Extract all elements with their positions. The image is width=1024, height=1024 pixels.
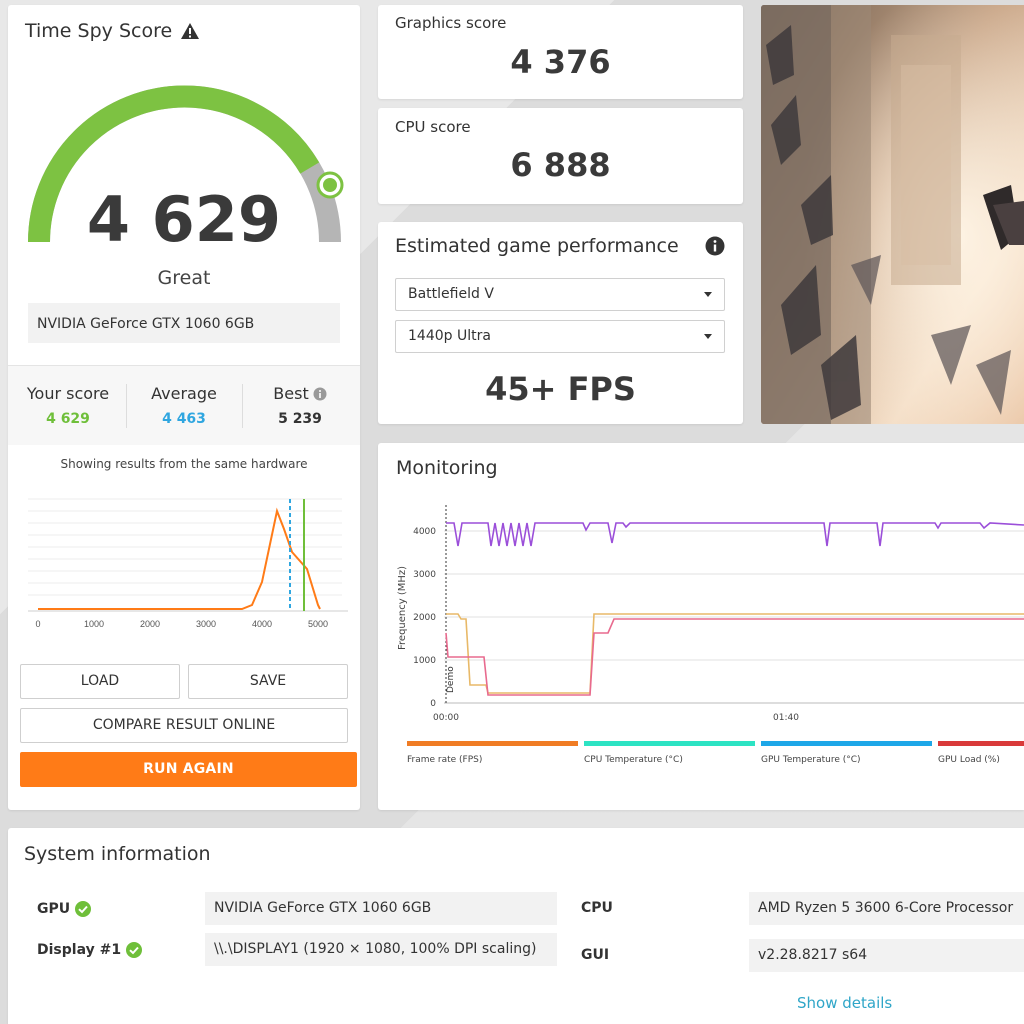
your-score-label: Your score <box>26 384 110 403</box>
cpu-score-value: 6 888 <box>510 146 611 184</box>
gpu-memory-line <box>445 618 1024 696</box>
gpu-name: NVIDIA GeForce GTX 1060 6GB <box>28 303 340 343</box>
hist-tick: 3000 <box>196 619 216 629</box>
y-axis-label: Frequency (MHz) <box>397 566 408 650</box>
score-comparison: Your score 4 629 Average 4 463 Best 5 23… <box>8 365 360 445</box>
legend-swatch <box>584 741 755 746</box>
gui-label: GUI <box>581 947 610 963</box>
cpu-value: AMD Ryzen 5 3600 6-Core Processor <box>749 892 1024 925</box>
info-icon[interactable] <box>313 387 327 401</box>
estimated-performance-title: Estimated game performance <box>395 235 679 257</box>
score-title-row: Time Spy Score <box>25 20 200 42</box>
check-circle-icon <box>75 901 92 917</box>
run-again-button[interactable]: RUN AGAIN <box>20 752 357 787</box>
x-tick: 01:40 <box>773 713 799 723</box>
histogram-caption: Showing results from the same hardware <box>60 457 308 471</box>
system-information-title: System information <box>24 843 211 865</box>
warning-icon[interactable] <box>180 21 200 41</box>
show-details-link[interactable]: Show details <box>797 994 893 1012</box>
y-tick: 1000 <box>413 656 436 666</box>
stat-divider <box>126 384 127 428</box>
average-label: Average <box>151 384 217 403</box>
legend-swatch <box>761 741 932 746</box>
your-score-value: 4 629 <box>46 411 90 427</box>
hist-tick: 4000 <box>252 619 272 629</box>
legend-label[interactable]: Frame rate (FPS) <box>407 755 482 765</box>
score-gauge <box>28 85 344 243</box>
display-label: Display #1 <box>37 942 122 958</box>
best-value: 5 239 <box>278 411 322 427</box>
legend-swatch <box>407 741 578 746</box>
y-tick: 3000 <box>413 570 436 580</box>
gpu-label: GPU <box>37 901 71 917</box>
display-row-label: Display #1 <box>37 942 143 958</box>
score-panel: Time Spy Score 4 629 Great NVIDIA GeForc… <box>8 5 360 810</box>
average-value: 4 463 <box>162 411 206 427</box>
total-score: 4 629 <box>86 183 282 256</box>
graphics-score-value: 4 376 <box>510 43 611 81</box>
preset-select[interactable]: 1440p Ultra <box>395 320 725 353</box>
gui-value: v2.28.8217 s64 <box>749 939 1024 972</box>
chevron-down-icon <box>704 292 712 297</box>
gpu-row-label: GPU <box>37 901 92 917</box>
system-information-panel: System information GPU NVIDIA GeForce GT… <box>8 828 1024 1024</box>
cpu-clock-line <box>446 522 1024 547</box>
best-label: Best <box>273 384 309 403</box>
monitoring-panel: Monitoring Demo 4000 3000 2000 1000 0 Fr… <box>378 443 1024 810</box>
y-tick: 0 <box>430 699 436 709</box>
score-histogram: 0 1000 2000 3000 4000 5000 <box>28 498 348 629</box>
gpu-clock-line <box>446 613 1024 694</box>
monitoring-title: Monitoring <box>396 457 498 479</box>
estimated-performance-panel: Estimated game performance Battlefield V… <box>378 222 743 424</box>
cpu-score-panel: CPU score 6 888 <box>378 108 743 204</box>
stat-divider <box>242 384 243 428</box>
chevron-down-icon <box>704 334 712 339</box>
display-value: \\.\DISPLAY1 (1920 × 1080, 100% DPI scal… <box>205 933 557 966</box>
legend-label[interactable]: GPU Temperature (°C) <box>761 755 861 765</box>
graphics-score-panel: Graphics score 4 376 <box>378 5 743 99</box>
monitoring-chart: Demo 4000 3000 2000 1000 0 Frequency (MH… <box>397 505 1024 765</box>
load-button[interactable]: LOAD <box>20 664 180 699</box>
game-select[interactable]: Battlefield V <box>395 278 725 311</box>
info-icon[interactable] <box>705 236 725 256</box>
gpu-value: NVIDIA GeForce GTX 1060 6GB <box>205 892 557 925</box>
gauge-fill <box>28 85 341 243</box>
hist-tick: 5000 <box>308 619 328 629</box>
demo-marker-label: Demo <box>446 666 456 693</box>
x-tick: 00:00 <box>433 713 459 723</box>
best-stat: Best 5 239 <box>242 384 358 427</box>
preset-select-value: 1440p Ultra <box>408 328 491 344</box>
y-tick: 2000 <box>413 613 436 623</box>
histogram-curve <box>38 507 321 610</box>
estimated-fps: 45+ FPS <box>485 370 636 408</box>
graphics-score-label: Graphics score <box>395 14 507 32</box>
hist-tick: 0 <box>35 619 40 629</box>
hist-tick: 2000 <box>140 619 160 629</box>
y-tick: 4000 <box>413 527 436 537</box>
game-select-value: Battlefield V <box>408 286 494 302</box>
check-circle-icon <box>126 942 143 958</box>
your-score-stat: Your score 4 629 <box>10 384 126 427</box>
save-button[interactable]: SAVE <box>188 664 348 699</box>
cpu-score-label: CPU score <box>395 118 471 136</box>
compare-result-online-button[interactable]: COMPARE RESULT ONLINE <box>20 708 348 743</box>
average-stat: Average 4 463 <box>126 384 242 427</box>
cpu-label: CPU <box>581 900 613 916</box>
legend-label[interactable]: GPU Load (%) <box>938 755 1000 765</box>
legend-label[interactable]: CPU Temperature (°C) <box>584 755 683 765</box>
hist-tick: 1000 <box>84 619 104 629</box>
benchmark-artwork <box>761 5 1024 424</box>
score-rating: Great <box>157 267 211 289</box>
score-title: Time Spy Score <box>25 20 173 42</box>
legend-swatch <box>938 741 1024 746</box>
